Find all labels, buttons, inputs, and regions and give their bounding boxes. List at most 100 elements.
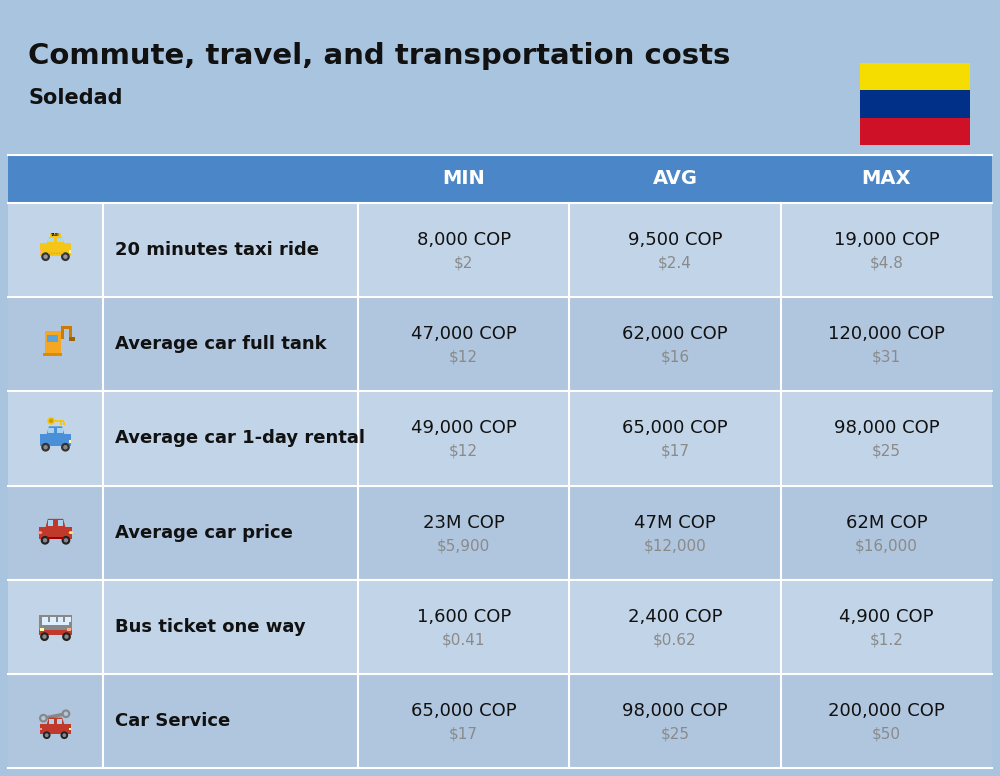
Circle shape <box>64 538 68 542</box>
Circle shape <box>62 536 70 545</box>
Circle shape <box>40 632 49 641</box>
Bar <box>47 335 58 341</box>
Bar <box>8 674 992 768</box>
Circle shape <box>54 252 55 255</box>
Bar <box>48 521 53 526</box>
Bar <box>69 250 71 253</box>
Circle shape <box>64 635 69 639</box>
Bar <box>58 521 63 526</box>
Bar <box>40 629 44 631</box>
Bar <box>40 244 71 255</box>
Bar <box>57 719 62 724</box>
Text: $12: $12 <box>449 444 478 459</box>
Bar <box>8 486 992 580</box>
Circle shape <box>43 255 48 259</box>
Circle shape <box>61 443 70 452</box>
Text: Average car price: Average car price <box>115 524 293 542</box>
Bar <box>48 238 54 242</box>
Text: 8,000 COP: 8,000 COP <box>417 231 511 249</box>
Bar <box>57 428 63 433</box>
Polygon shape <box>47 426 64 434</box>
Text: 20 minutes taxi ride: 20 minutes taxi ride <box>115 241 319 259</box>
Circle shape <box>62 733 66 737</box>
Bar <box>63 422 65 424</box>
Text: $2: $2 <box>454 255 473 271</box>
Bar <box>40 724 71 734</box>
Text: Soledad: Soledad <box>28 88 122 108</box>
Text: 19,000 COP: 19,000 COP <box>834 231 939 249</box>
Text: $0.62: $0.62 <box>653 632 697 647</box>
Polygon shape <box>47 237 64 244</box>
Text: $25: $25 <box>872 444 901 459</box>
Text: 62M COP: 62M COP <box>846 514 927 532</box>
Bar <box>8 580 992 674</box>
Text: $17: $17 <box>449 726 478 741</box>
Text: $50: $50 <box>872 726 901 741</box>
Bar <box>66 629 71 631</box>
Text: $31: $31 <box>872 350 901 365</box>
Bar <box>8 297 992 391</box>
Bar <box>860 118 970 145</box>
Circle shape <box>62 709 70 718</box>
Bar <box>42 622 69 625</box>
Text: 2,400 COP: 2,400 COP <box>628 608 722 625</box>
Polygon shape <box>46 519 65 527</box>
Circle shape <box>43 445 48 449</box>
Bar <box>40 250 42 253</box>
Text: 65,000 COP: 65,000 COP <box>411 702 516 720</box>
Text: $16,000: $16,000 <box>855 538 918 553</box>
Text: 120,000 COP: 120,000 COP <box>828 325 945 343</box>
Text: $0.41: $0.41 <box>442 632 485 647</box>
Bar <box>8 155 992 203</box>
Text: $2.4: $2.4 <box>658 255 692 271</box>
Circle shape <box>43 731 51 739</box>
Bar <box>43 353 62 356</box>
Bar <box>49 719 54 724</box>
Circle shape <box>45 733 49 737</box>
Text: $12,000: $12,000 <box>644 538 706 553</box>
Ellipse shape <box>38 532 42 534</box>
Circle shape <box>41 252 50 261</box>
Circle shape <box>63 255 68 259</box>
Text: $1.2: $1.2 <box>869 632 903 647</box>
Circle shape <box>62 252 63 255</box>
Circle shape <box>59 252 61 255</box>
Text: $17: $17 <box>660 444 690 459</box>
Circle shape <box>43 538 47 542</box>
Text: 47,000 COP: 47,000 COP <box>411 325 517 343</box>
Circle shape <box>60 731 68 739</box>
Circle shape <box>64 712 68 716</box>
Text: Commute, travel, and transportation costs: Commute, travel, and transportation cost… <box>28 42 730 70</box>
Bar <box>69 728 71 730</box>
Bar <box>860 90 970 118</box>
Text: MIN: MIN <box>442 169 485 189</box>
Text: 65,000 COP: 65,000 COP <box>622 419 728 438</box>
Bar <box>8 391 992 486</box>
Bar <box>39 629 72 635</box>
Bar <box>57 238 63 242</box>
Bar <box>58 618 63 622</box>
Circle shape <box>47 417 55 424</box>
Bar <box>42 618 48 622</box>
Polygon shape <box>43 712 66 720</box>
Bar <box>69 326 72 339</box>
Circle shape <box>61 252 70 261</box>
Bar <box>61 329 64 339</box>
Circle shape <box>41 716 46 720</box>
Text: $16: $16 <box>660 350 690 365</box>
Text: 49,000 COP: 49,000 COP <box>411 419 517 438</box>
Text: $12: $12 <box>449 350 478 365</box>
Text: 98,000 COP: 98,000 COP <box>622 702 728 720</box>
Bar <box>39 615 72 635</box>
Circle shape <box>39 714 48 722</box>
Bar <box>44 331 61 355</box>
Text: 47M COP: 47M COP <box>634 514 716 532</box>
Bar <box>69 439 71 443</box>
Bar <box>50 233 61 237</box>
Text: 9,500 COP: 9,500 COP <box>628 231 722 249</box>
Bar <box>40 728 42 730</box>
Bar <box>50 618 56 622</box>
Text: Car Service: Car Service <box>115 712 230 730</box>
Text: $4.8: $4.8 <box>869 255 903 271</box>
Text: 23M COP: 23M COP <box>423 514 505 532</box>
